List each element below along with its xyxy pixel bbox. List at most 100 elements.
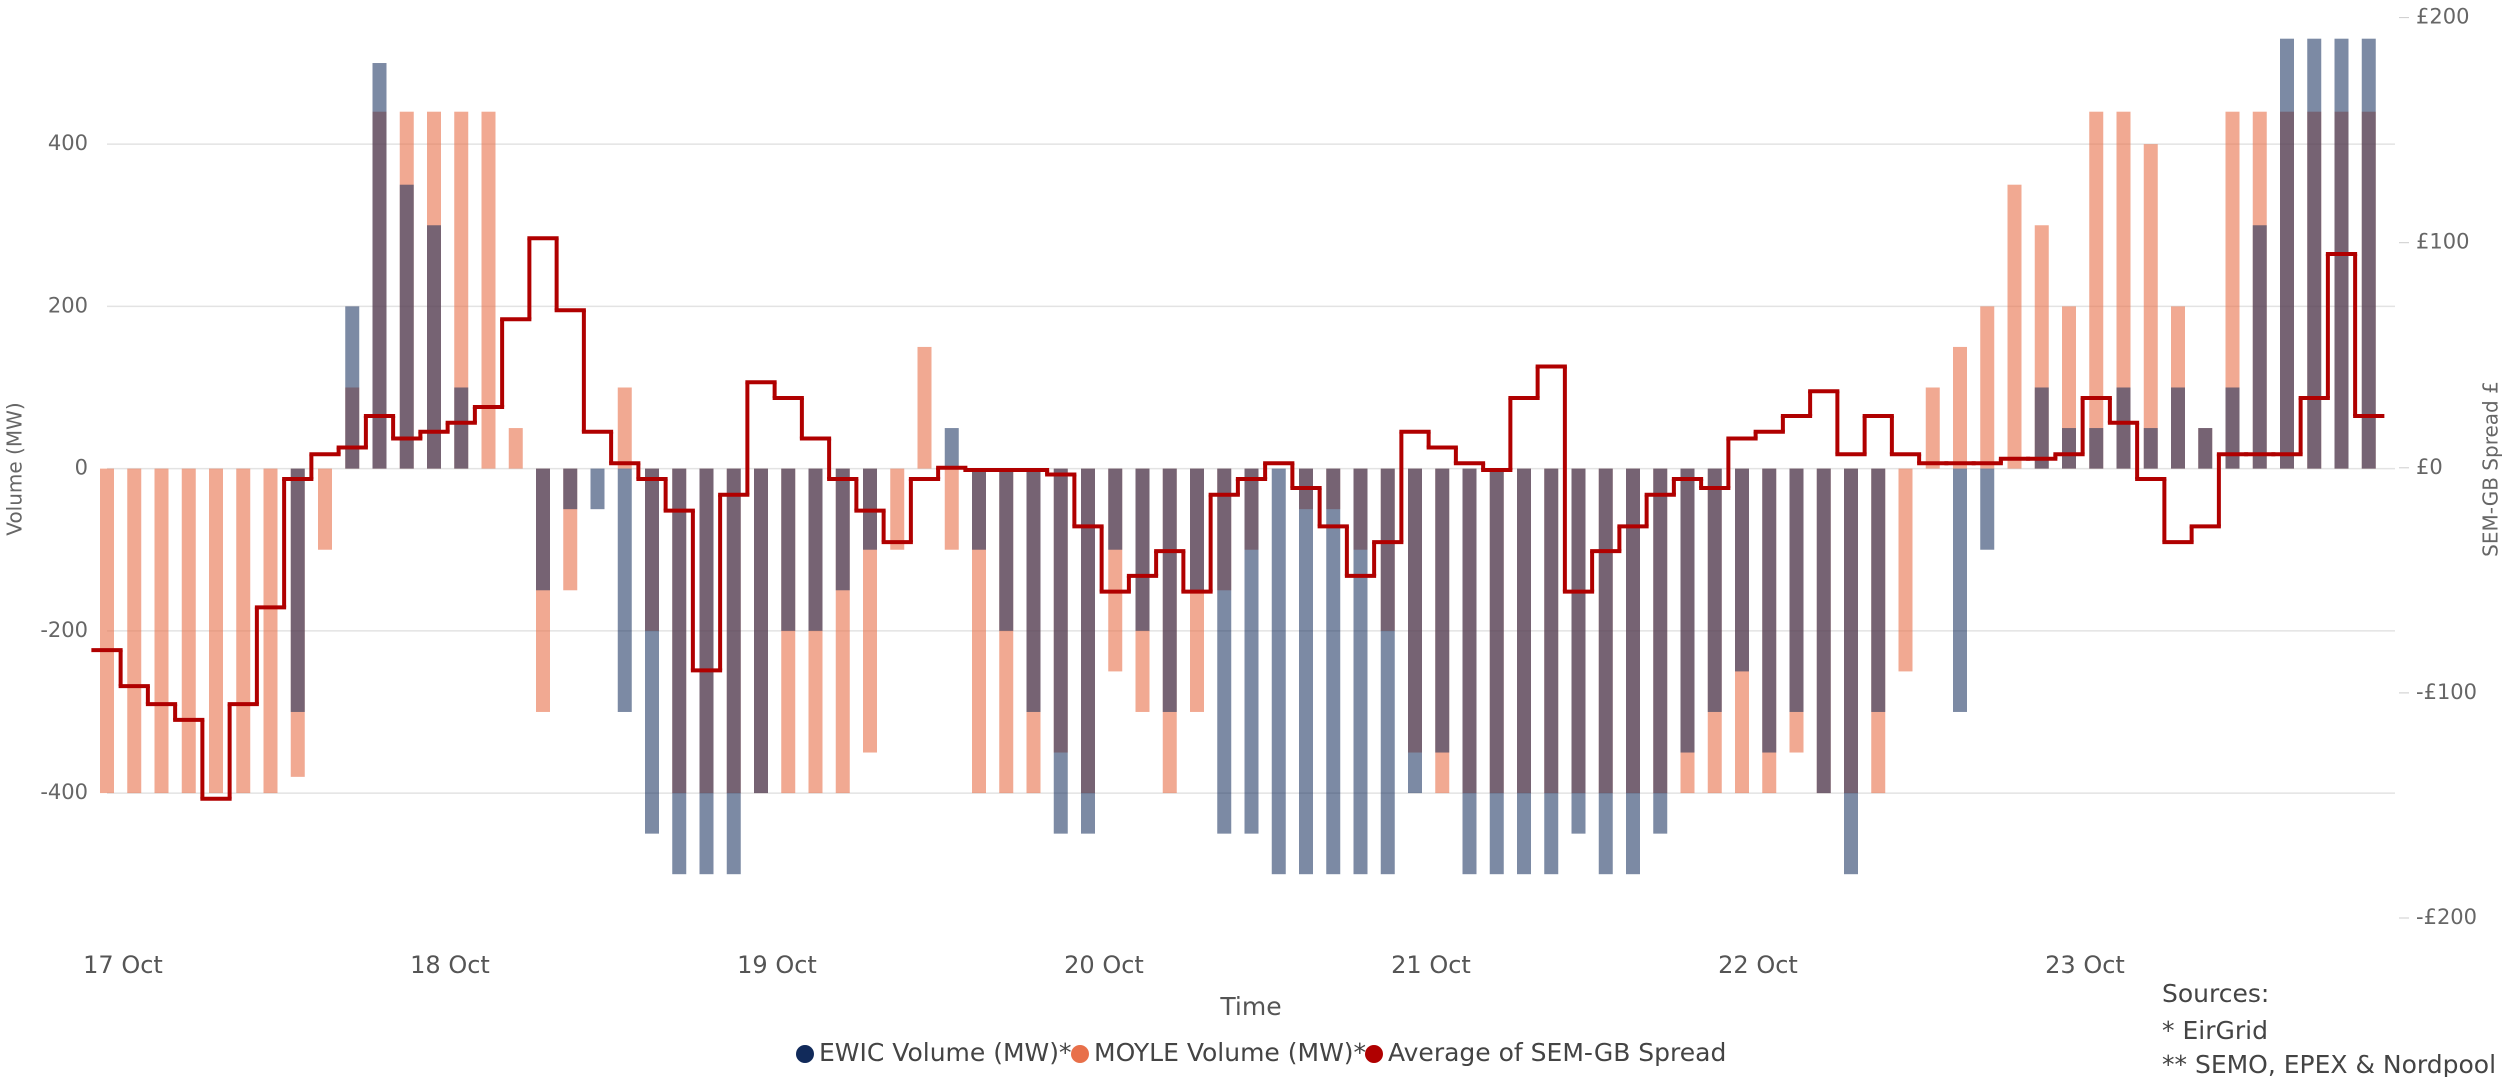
bar [100,468,114,794]
y-tick-label: -200 [40,618,88,642]
bar [508,428,523,469]
x-tick-label: 21 Oct [1391,951,1471,979]
bar [345,306,360,469]
bar [454,111,469,469]
bar [2171,387,2185,469]
bar [2280,38,2294,469]
bar [454,387,469,469]
bar [563,468,578,510]
legend-label: EWIC Volume (MW)* [819,1038,1072,1067]
legend-marker [1071,1045,1089,1063]
bar [1517,468,1531,875]
bar [154,468,169,794]
bar [1271,468,1286,875]
bar [645,468,659,834]
legend-label: Average of SEM-GB Spread [1388,1038,1726,1067]
bar [536,468,550,591]
bar [999,468,1014,631]
bar [1626,468,1640,875]
source-item: ** SEMO, EPEX & Nordpool [2162,1050,2496,1077]
bar [672,468,687,875]
bar [2116,111,2131,469]
bar [2062,306,2076,469]
bar [2034,387,2049,469]
y-tick-label: -400 [40,780,88,804]
y-tick-label: 400 [48,131,88,155]
bar [617,387,632,469]
bar [1762,468,1777,753]
x-tick-label: 22 Oct [1718,951,1798,979]
bar [2007,184,2022,469]
y-tick-label: 200 [48,293,88,317]
bar [944,468,959,550]
x-tick-label: 19 Oct [737,951,817,979]
bar [808,468,823,631]
legend-marker [1365,1045,1383,1063]
bar [2198,428,2213,469]
bar [590,468,605,510]
bar [1816,468,1831,794]
bar [1489,468,1504,875]
bar [1980,306,1995,469]
bar [1953,346,1967,469]
bar [1789,468,1804,712]
bar [2143,428,2158,469]
bar [1598,468,1613,875]
x-axis-title: Time [1219,992,1281,1021]
bar [181,468,196,794]
bar [2062,428,2076,469]
bar [1135,468,1150,631]
bar [1162,468,1177,712]
bar [1953,468,1967,712]
y2-tick-label: £0 [2416,455,2443,479]
bar [1108,468,1123,550]
legend-marker [796,1045,814,1063]
bar [917,346,932,469]
y2-tick-label: £200 [2416,5,2469,29]
bar [1544,468,1559,875]
bar [2307,38,2322,469]
bar [1925,387,1940,469]
bar [2225,111,2240,469]
bar [290,468,305,712]
bar [1353,468,1368,875]
bar [2116,387,2131,469]
bar [1898,468,1913,672]
bar [1026,468,1041,712]
y2-axis-title: SEM-GB Spread £ [2479,381,2503,557]
bar [944,428,959,469]
bar [1980,468,1995,550]
bar [617,468,632,712]
bar [372,63,387,469]
x-tick-label: 20 Oct [1064,951,1144,979]
x-tick-label: 18 Oct [410,951,490,979]
bar [1081,468,1095,834]
bar [890,468,905,550]
bar [1735,468,1749,672]
y-tick-label: 0 [75,456,88,480]
bar [399,184,414,469]
bar [1571,468,1586,834]
bar [481,111,496,469]
y2-tick-label: £100 [2416,230,2469,254]
bar [1190,468,1204,591]
x-tick-label: 17 Oct [83,951,163,979]
source-item: * EirGrid [2162,1016,2268,1045]
bar [1244,468,1259,834]
y-axis-title: Volume (MW) [3,402,27,535]
bar [1299,468,1313,875]
legend-label: MOYLE Volume (MW)* [1094,1038,1366,1067]
bar [127,468,142,794]
bar [972,468,986,550]
bar [1326,468,1341,875]
bar [1871,468,1886,712]
bar [236,468,251,794]
bar [1053,468,1068,834]
sources-title: Sources: [2162,979,2269,1008]
bar [427,225,441,469]
bar [1653,468,1668,834]
bar [835,468,850,591]
bar [1217,468,1232,834]
bar [781,468,796,631]
